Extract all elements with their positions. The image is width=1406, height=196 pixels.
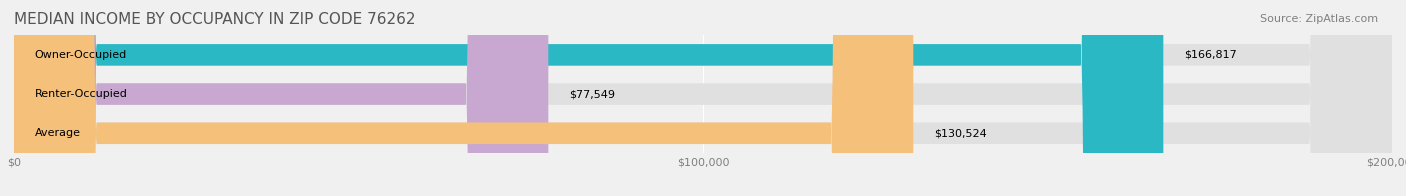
- Text: MEDIAN INCOME BY OCCUPANCY IN ZIP CODE 76262: MEDIAN INCOME BY OCCUPANCY IN ZIP CODE 7…: [14, 12, 416, 27]
- Text: Renter-Occupied: Renter-Occupied: [35, 89, 128, 99]
- FancyBboxPatch shape: [14, 0, 548, 196]
- Text: Source: ZipAtlas.com: Source: ZipAtlas.com: [1260, 14, 1378, 24]
- FancyBboxPatch shape: [14, 0, 1392, 196]
- Text: $130,524: $130,524: [934, 128, 987, 138]
- FancyBboxPatch shape: [14, 0, 1392, 196]
- Text: $77,549: $77,549: [569, 89, 614, 99]
- FancyBboxPatch shape: [14, 0, 914, 196]
- FancyBboxPatch shape: [14, 0, 1392, 196]
- Text: $166,817: $166,817: [1184, 50, 1237, 60]
- FancyBboxPatch shape: [14, 0, 1163, 196]
- Text: Owner-Occupied: Owner-Occupied: [35, 50, 127, 60]
- Text: Average: Average: [35, 128, 80, 138]
